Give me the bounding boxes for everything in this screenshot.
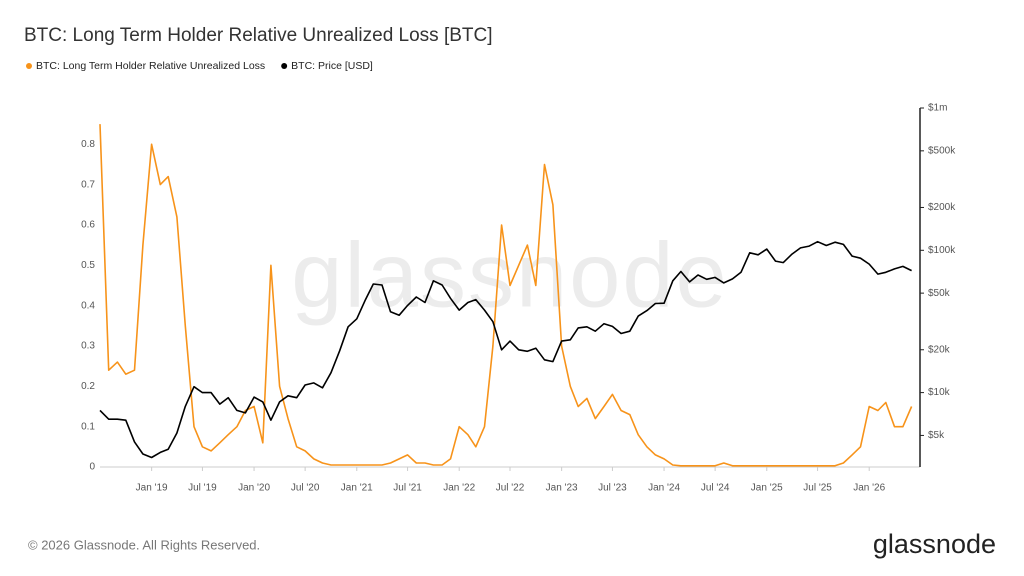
x-tick-label: Jan '19 — [136, 483, 168, 494]
legend-label: BTC: Long Term Holder Relative Unrealize… — [36, 60, 265, 72]
y2-tick-label: $100k — [928, 245, 956, 256]
x-tick-label: Jan '22 — [443, 483, 475, 494]
x-tick-label: Jul '22 — [496, 483, 525, 494]
x-tick-label: Jan '23 — [546, 483, 578, 494]
x-tick-label: Jul '20 — [291, 483, 320, 494]
legend-label: BTC: Price [USD] — [291, 60, 373, 72]
y2-tick-label: $500k — [928, 145, 956, 156]
logo: glassnode — [873, 529, 996, 559]
x-tick-label: Jan '25 — [751, 483, 783, 494]
x-tick-label: Jul '21 — [393, 483, 422, 494]
x-tick-label: Jul '24 — [701, 483, 730, 494]
y2-tick-label: $200k — [928, 202, 956, 213]
x-tick-label: Jan '26 — [853, 483, 885, 494]
y2-tick-label: $20k — [928, 344, 951, 355]
x-tick-label: Jan '20 — [238, 483, 270, 494]
y-tick-label: 0 — [89, 462, 95, 473]
y2-tick-label: $10k — [928, 387, 951, 398]
x-tick-label: Jan '24 — [648, 483, 680, 494]
y2-tick-label: $1m — [928, 103, 947, 114]
y2-tick-label: $50k — [928, 288, 951, 299]
footer: © 2026 Glassnode. All Rights Reserved. — [28, 537, 260, 552]
x-tick-label: Jul '19 — [188, 483, 217, 494]
y-tick-label: 0.5 — [81, 260, 95, 271]
y-tick-label: 0.4 — [81, 300, 95, 311]
y-tick-label: 0.3 — [81, 341, 95, 352]
legend-marker — [26, 63, 32, 69]
x-tick-label: Jul '25 — [803, 483, 832, 494]
x-tick-label: Jul '23 — [598, 483, 627, 494]
series-line — [99, 240, 912, 459]
y-tick-label: 0.1 — [81, 421, 95, 432]
y-tick-label: 0.8 — [81, 139, 95, 150]
chart-title: BTC: Long Term Holder Relative Unrealize… — [24, 25, 493, 46]
x-tick-label: Jan '21 — [341, 483, 373, 494]
y2-tick-label: $5k — [928, 430, 945, 441]
y-tick-label: 0.6 — [81, 220, 95, 231]
legend-marker — [281, 63, 288, 69]
series-line — [99, 124, 913, 467]
watermark: glassnode — [291, 224, 728, 326]
y-tick-label: 0.7 — [81, 179, 95, 190]
y-tick-label: 0.2 — [81, 381, 95, 392]
